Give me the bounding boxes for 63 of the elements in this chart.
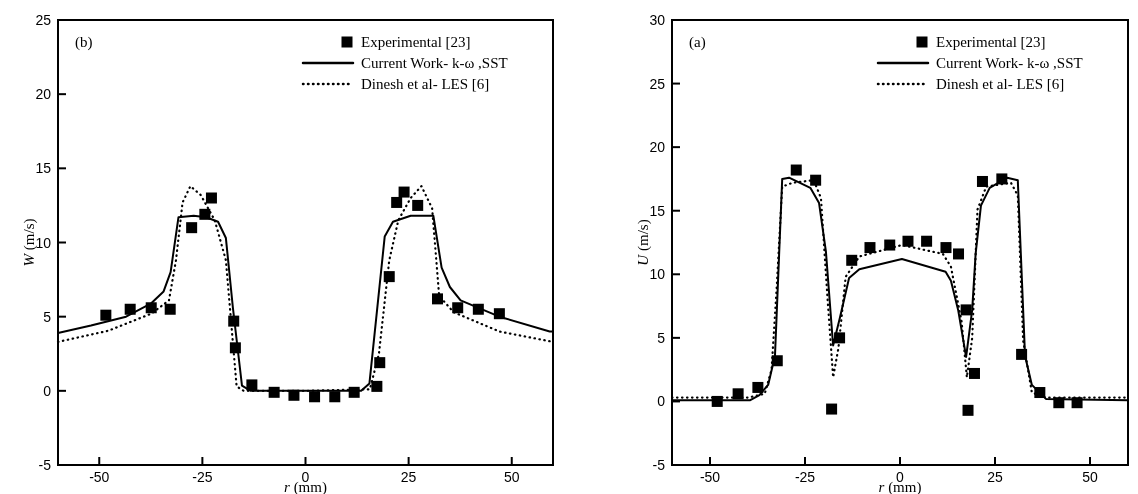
point — [329, 391, 341, 403]
point — [790, 164, 802, 176]
y-tick-label: -5 — [38, 457, 52, 473]
point — [960, 304, 972, 316]
x-tick-label: -50 — [89, 469, 110, 485]
y-tick-label: 5 — [43, 308, 52, 325]
x-tick-label: 25 — [987, 469, 1003, 485]
point — [374, 357, 386, 369]
annotation: (b) — [75, 34, 93, 51]
legend-label: Current Work- k-ω ,SST — [361, 55, 508, 71]
x-tick-label: -25 — [794, 469, 816, 485]
y-tick-label: 0 — [657, 393, 666, 410]
point — [968, 367, 980, 379]
y-axis-title: U (m/s) — [635, 219, 652, 266]
x-tick-label: 25 — [400, 469, 417, 485]
legend-label: Dinesh et al- LES [6] — [361, 76, 490, 92]
y-tick-label: 10 — [35, 234, 52, 251]
y-tick-label: 20 — [35, 86, 52, 103]
x-tick-label: 50 — [503, 469, 520, 485]
point — [953, 248, 965, 260]
point — [826, 403, 838, 415]
point — [732, 388, 744, 400]
y-axis-title: W (m/s) — [21, 218, 38, 267]
point — [246, 379, 258, 391]
x-tick-label: -25 — [192, 469, 213, 485]
y-tick-label: 5 — [657, 329, 666, 346]
point — [846, 254, 858, 266]
legend-label: Current Work- k-ω ,SST — [936, 55, 1083, 71]
y-tick-label: 0 — [43, 382, 52, 399]
point — [100, 309, 112, 321]
legend-label: Experimental [23] — [361, 34, 471, 50]
y-tick-label: 25 — [35, 12, 52, 28]
point — [810, 174, 822, 186]
point — [962, 404, 974, 416]
point — [205, 192, 217, 204]
point — [452, 302, 464, 314]
y-tick-label: 20 — [649, 139, 666, 156]
point — [432, 293, 443, 305]
point — [371, 380, 383, 392]
point — [864, 242, 876, 254]
point — [398, 186, 410, 198]
y-tick-label: 15 — [649, 202, 666, 219]
legend-label: Experimental [23] — [936, 34, 1046, 50]
point — [921, 235, 933, 247]
point — [902, 235, 914, 247]
point — [412, 199, 424, 211]
point — [383, 271, 395, 283]
legend-label: Dinesh et al- LES [6] — [936, 76, 1065, 92]
point — [391, 196, 403, 208]
annotation: (a) — [689, 34, 706, 51]
y-tick-label: 15 — [35, 160, 52, 177]
point — [309, 391, 321, 403]
x-tick-label: -50 — [699, 469, 721, 485]
y-tick-label: 30 — [649, 12, 666, 28]
y-tick-label: 10 — [649, 266, 666, 283]
point — [752, 381, 764, 393]
y-tick-label: -5 — [652, 457, 666, 473]
point — [940, 242, 952, 254]
x-tick-label: 50 — [1082, 469, 1098, 485]
y-tick-label: 25 — [649, 75, 666, 92]
point — [186, 222, 198, 234]
point — [976, 175, 988, 187]
point — [164, 303, 176, 315]
